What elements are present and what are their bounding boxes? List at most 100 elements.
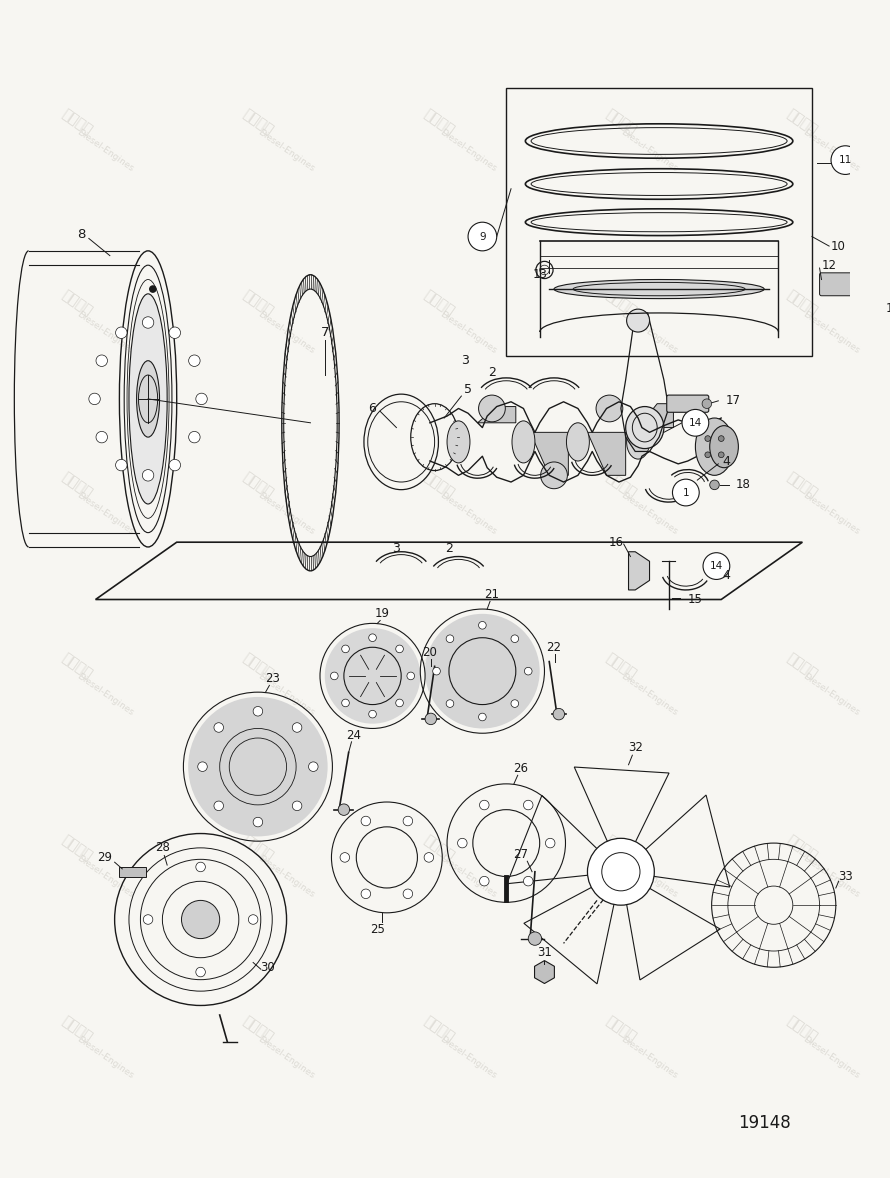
Circle shape xyxy=(523,876,533,886)
Circle shape xyxy=(330,673,338,680)
Text: Diesel-Engines: Diesel-Engines xyxy=(75,309,135,355)
Ellipse shape xyxy=(554,279,765,298)
Text: 4: 4 xyxy=(722,569,730,582)
Circle shape xyxy=(189,431,200,443)
Text: Diesel-Engines: Diesel-Engines xyxy=(619,491,680,536)
Circle shape xyxy=(407,673,415,680)
Circle shape xyxy=(479,622,486,629)
Text: Diesel-Engines: Diesel-Engines xyxy=(619,854,680,900)
Text: Diesel-Engines: Diesel-Engines xyxy=(256,854,317,900)
Text: 紫发动力: 紫发动力 xyxy=(422,1014,457,1045)
Circle shape xyxy=(705,452,710,457)
Circle shape xyxy=(361,816,370,826)
Text: 紫发动力: 紫发动力 xyxy=(785,651,820,682)
Circle shape xyxy=(143,915,153,925)
Text: 26: 26 xyxy=(514,762,528,775)
Circle shape xyxy=(457,839,467,848)
Circle shape xyxy=(309,762,318,772)
Circle shape xyxy=(196,967,206,977)
Ellipse shape xyxy=(627,425,650,459)
Circle shape xyxy=(214,801,223,810)
Text: 24: 24 xyxy=(346,729,361,742)
Bar xyxy=(506,88,812,356)
Circle shape xyxy=(368,634,376,642)
Text: Diesel-Engines: Diesel-Engines xyxy=(438,1035,498,1081)
Text: 紫发动力: 紫发动力 xyxy=(603,470,639,501)
Text: 紫发动力: 紫发动力 xyxy=(603,651,639,682)
Ellipse shape xyxy=(325,628,420,723)
Text: Diesel-Engines: Diesel-Engines xyxy=(801,1035,861,1081)
Text: 20: 20 xyxy=(423,646,437,659)
Text: 紫发动力: 紫发动力 xyxy=(785,1014,820,1045)
Circle shape xyxy=(116,459,127,471)
Circle shape xyxy=(425,713,436,724)
Circle shape xyxy=(682,410,708,436)
Text: 15: 15 xyxy=(688,593,702,605)
Text: Diesel-Engines: Diesel-Engines xyxy=(438,491,498,536)
Text: 紫发动力: 紫发动力 xyxy=(422,833,457,863)
Text: 13: 13 xyxy=(886,302,890,315)
Text: 17: 17 xyxy=(726,395,741,408)
Text: 14: 14 xyxy=(710,561,723,571)
Text: 13: 13 xyxy=(532,269,547,282)
Circle shape xyxy=(546,839,555,848)
Text: Diesel-Engines: Diesel-Engines xyxy=(438,127,498,173)
Circle shape xyxy=(673,479,700,505)
Circle shape xyxy=(338,803,350,815)
Text: 6: 6 xyxy=(368,402,376,415)
Circle shape xyxy=(253,707,263,716)
Text: 紫发动力: 紫发动力 xyxy=(785,106,820,138)
Circle shape xyxy=(96,431,108,443)
Text: 22: 22 xyxy=(546,641,562,654)
Ellipse shape xyxy=(627,309,650,332)
Text: Diesel-Engines: Diesel-Engines xyxy=(75,1035,135,1081)
Text: 紫发动力: 紫发动力 xyxy=(603,1014,639,1045)
Text: 29: 29 xyxy=(98,851,112,863)
Text: 紫发动力: 紫发动力 xyxy=(422,106,457,138)
Circle shape xyxy=(342,699,350,707)
Circle shape xyxy=(292,801,302,810)
Ellipse shape xyxy=(129,293,167,504)
Ellipse shape xyxy=(136,360,159,437)
Circle shape xyxy=(292,723,302,733)
Text: 27: 27 xyxy=(514,848,528,861)
Text: 3: 3 xyxy=(461,355,469,368)
Ellipse shape xyxy=(695,418,733,476)
Ellipse shape xyxy=(512,421,535,463)
Text: Diesel-Engines: Diesel-Engines xyxy=(75,673,135,717)
Circle shape xyxy=(403,816,413,826)
Text: 紫发动力: 紫发动力 xyxy=(785,470,820,501)
Circle shape xyxy=(149,285,157,293)
Ellipse shape xyxy=(425,614,539,728)
Text: 紫发动力: 紫发动力 xyxy=(785,289,820,319)
Text: 紫发动力: 紫发动力 xyxy=(240,651,276,682)
Text: Diesel-Engines: Diesel-Engines xyxy=(256,491,317,536)
Polygon shape xyxy=(535,960,554,984)
Polygon shape xyxy=(628,551,650,590)
Text: Diesel-Engines: Diesel-Engines xyxy=(256,673,317,717)
Circle shape xyxy=(253,818,263,827)
Ellipse shape xyxy=(626,406,664,449)
Circle shape xyxy=(248,915,258,925)
Circle shape xyxy=(705,436,710,442)
Text: 2: 2 xyxy=(445,542,453,555)
Circle shape xyxy=(368,710,376,717)
Circle shape xyxy=(342,646,350,653)
Text: 紫发动力: 紫发动力 xyxy=(59,470,94,501)
Text: 25: 25 xyxy=(370,922,384,935)
Text: 紫发动力: 紫发动力 xyxy=(59,1014,94,1045)
Circle shape xyxy=(831,146,860,174)
Circle shape xyxy=(480,876,490,886)
Text: 4: 4 xyxy=(722,455,730,468)
Text: Diesel-Engines: Diesel-Engines xyxy=(801,127,861,173)
Text: 紫发动力: 紫发动力 xyxy=(240,289,276,319)
Text: 2: 2 xyxy=(488,365,496,378)
Circle shape xyxy=(169,459,181,471)
Text: Diesel-Engines: Diesel-Engines xyxy=(438,673,498,717)
Text: Diesel-Engines: Diesel-Engines xyxy=(619,673,680,717)
Text: Diesel-Engines: Diesel-Engines xyxy=(619,309,680,355)
Circle shape xyxy=(142,317,154,329)
Text: Diesel-Engines: Diesel-Engines xyxy=(801,491,861,536)
FancyBboxPatch shape xyxy=(667,395,708,412)
Circle shape xyxy=(446,635,454,642)
